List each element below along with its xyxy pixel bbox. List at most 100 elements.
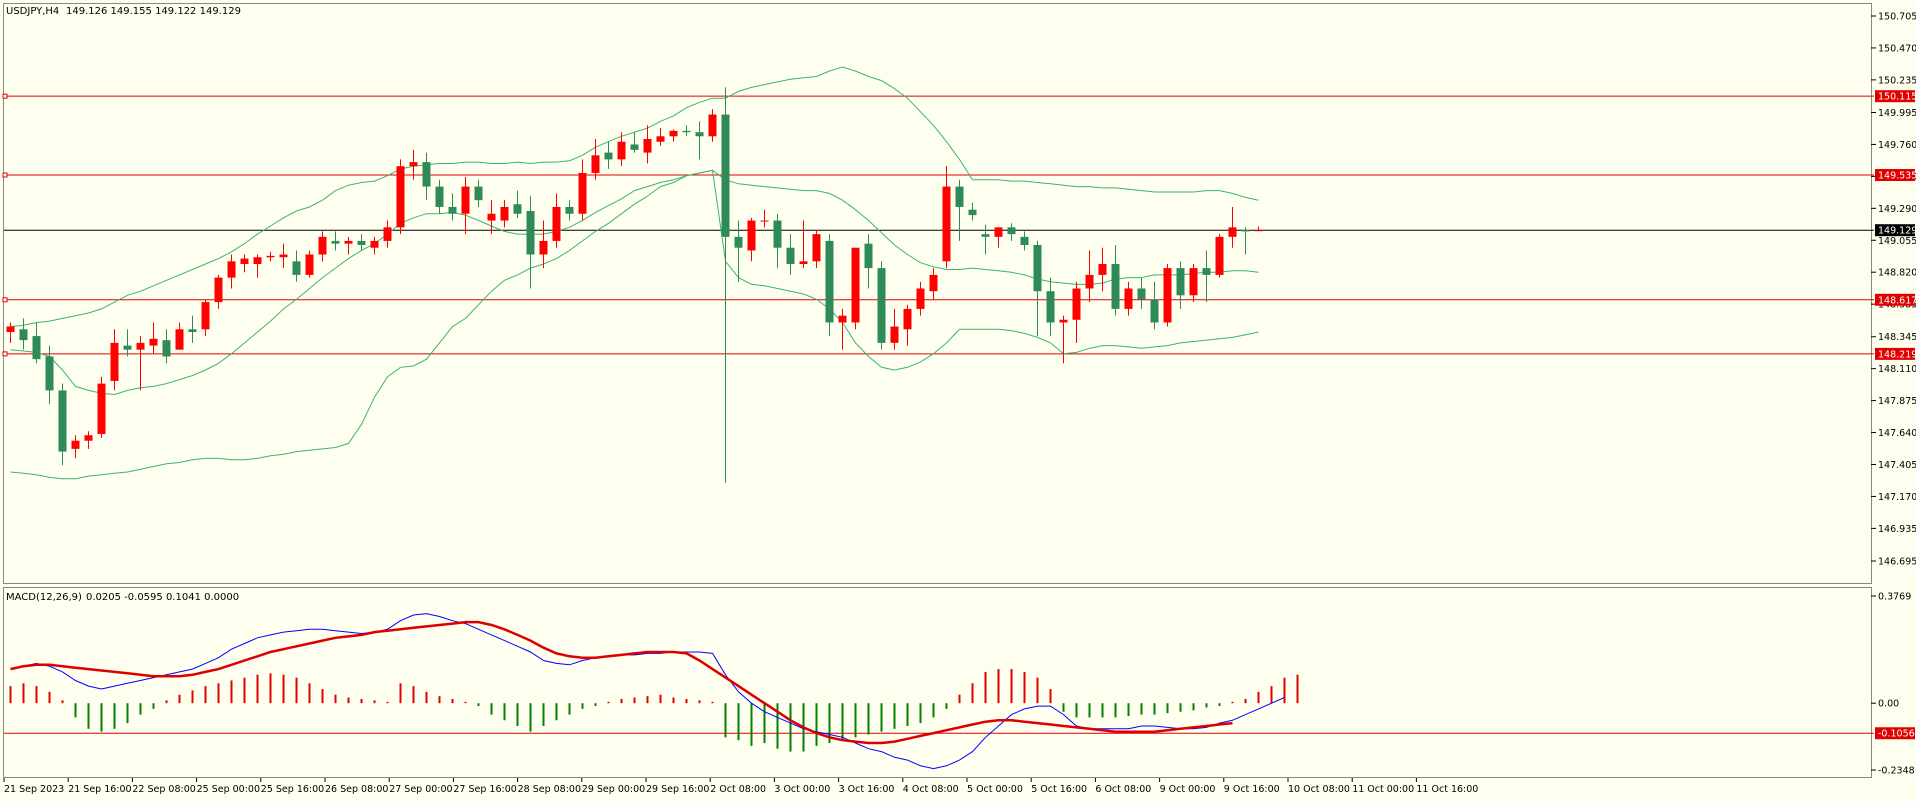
candle-bull xyxy=(110,342,119,381)
current-price-value: 149.129 xyxy=(1878,226,1916,237)
time-tick-label: 25 Sep 16:00 xyxy=(261,784,324,795)
candle-bear xyxy=(773,220,782,248)
ohlc-readout: 149.126 149.155 149.122 149.129 xyxy=(66,6,241,17)
time-tick-label: 11 Oct 16:00 xyxy=(1416,784,1478,795)
candle-bear xyxy=(357,240,366,246)
candle-bear xyxy=(864,243,873,269)
candle-bear xyxy=(58,390,67,452)
time-tick-label: 9 Oct 00:00 xyxy=(1160,784,1216,795)
candle-bull xyxy=(656,136,665,142)
candle-bull xyxy=(136,342,145,350)
candle-bull xyxy=(1085,274,1094,289)
price-level-tag xyxy=(1875,169,1915,182)
candle-bear xyxy=(955,186,964,207)
candle-bear xyxy=(1033,245,1042,292)
candle-bull xyxy=(838,315,847,323)
macd-label: MACD(12,26,9) xyxy=(6,592,82,603)
candle-bear xyxy=(695,132,704,137)
candle-bull xyxy=(747,220,756,251)
time-tick-label: 9 Oct 16:00 xyxy=(1224,784,1280,795)
candle-bear xyxy=(1046,291,1055,323)
price-tick-label: 149.055 xyxy=(1878,236,1916,247)
candle-bull xyxy=(240,258,249,265)
candle-bull xyxy=(409,162,418,167)
time-tick-label: 29 Sep 16:00 xyxy=(646,784,709,795)
candle-bull xyxy=(812,234,821,262)
time-tick-label: 10 Oct 08:00 xyxy=(1288,784,1350,795)
price-level-labels: 150.115 149.535 148.617 148.219 149.129 xyxy=(1875,90,1916,360)
time-tick-label: 11 Oct 00:00 xyxy=(1352,784,1414,795)
price-tick-label: 147.405 xyxy=(1878,460,1916,471)
candle-bear xyxy=(448,206,457,214)
candle-bear xyxy=(682,130,691,133)
level-anchor-handle xyxy=(2,297,8,303)
time-tick-label: 6 Oct 08:00 xyxy=(1095,784,1151,795)
price-tick-label: 146.695 xyxy=(1878,557,1916,568)
time-tick-label: 25 Sep 00:00 xyxy=(197,784,260,795)
candle-bull xyxy=(396,166,405,228)
macd-pane-frame xyxy=(3,587,1872,778)
price-tick-label: 147.170 xyxy=(1878,492,1916,503)
time-tick-label: 5 Oct 16:00 xyxy=(1031,784,1087,795)
candle-bear xyxy=(526,211,535,255)
candle-bull xyxy=(903,308,912,330)
candle-bear xyxy=(825,240,834,323)
candle-bull xyxy=(214,277,223,303)
candle-bear xyxy=(19,329,28,341)
candle-bull xyxy=(1189,268,1198,296)
candle-bear xyxy=(435,186,444,207)
level-anchor-handle xyxy=(2,93,8,99)
bollinger-lower-band xyxy=(10,169,1259,480)
price-level-tag xyxy=(1875,293,1915,306)
candle-bull xyxy=(890,326,899,343)
macd-line xyxy=(10,613,1285,770)
candle-bear xyxy=(721,114,730,237)
candle-bull xyxy=(1059,319,1068,323)
macd-level-tag xyxy=(1875,727,1915,740)
candle-bull xyxy=(201,302,210,330)
candle-bull xyxy=(149,338,158,346)
price-level-value: 148.219 xyxy=(1878,349,1916,360)
price-tick-label: 149.760 xyxy=(1878,140,1916,151)
time-axis: 21 Sep 2023 21 Sep 16:00 22 Sep 08:00 25 Se… xyxy=(3,778,1478,795)
price-tick-label: 146.935 xyxy=(1878,524,1916,535)
candle-bull xyxy=(97,383,106,434)
price-level-value: 148.617 xyxy=(1878,295,1916,306)
time-tick-label: 21 Sep 2023 xyxy=(4,784,64,795)
candle-bull xyxy=(760,220,769,222)
time-tick-label: 21 Sep 16:00 xyxy=(68,784,131,795)
candle-bear xyxy=(565,206,574,214)
candle-bull xyxy=(1163,268,1172,323)
candle-bull xyxy=(669,130,678,137)
price-pane-frame xyxy=(3,3,1872,584)
candle-bear xyxy=(1241,230,1250,232)
macd-histogram xyxy=(9,669,1299,752)
candle-bear xyxy=(331,240,340,244)
candle-bull xyxy=(617,141,626,160)
symbol-label: USDJPY,H4 xyxy=(6,6,59,17)
candle-bull xyxy=(84,435,93,441)
time-tick-label: 5 Oct 00:00 xyxy=(967,784,1023,795)
price-tick-label: 149.995 xyxy=(1878,108,1916,119)
price-tick-label: 147.875 xyxy=(1878,396,1916,407)
candle-bear xyxy=(1020,236,1029,246)
candle-bear xyxy=(604,152,613,160)
price-tick-label: 148.110 xyxy=(1878,364,1916,375)
price-level-tag xyxy=(1875,347,1915,360)
candle-bull xyxy=(591,155,600,173)
candle-bear xyxy=(1111,264,1120,309)
candle-bear xyxy=(1176,268,1185,296)
candle-bull xyxy=(799,261,808,265)
price-tick-label: 150.235 xyxy=(1878,75,1916,86)
time-tick-label: 2 Oct 08:00 xyxy=(710,784,766,795)
candle-bear xyxy=(513,204,522,214)
candle-bull xyxy=(175,329,184,350)
macd-values: 0.0205 -0.0595 0.1041 0.0000 xyxy=(86,592,239,603)
candle-bear xyxy=(292,261,301,275)
price-tick-label: 148.820 xyxy=(1878,268,1916,279)
candles xyxy=(6,87,1263,483)
candle-bull xyxy=(1215,236,1224,275)
